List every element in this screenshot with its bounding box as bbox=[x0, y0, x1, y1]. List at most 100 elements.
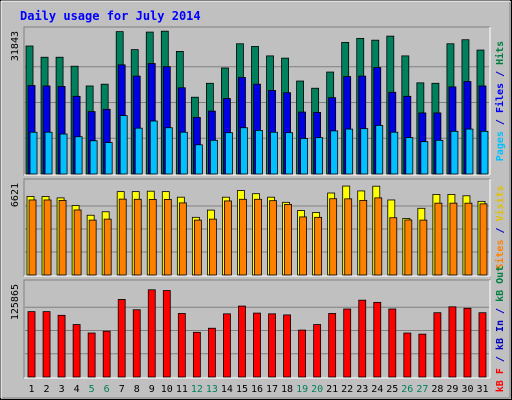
bar-sites-day-28 bbox=[434, 202, 443, 276]
bar-sites-day-8 bbox=[133, 198, 142, 276]
bar-kb-f-day-3 bbox=[57, 314, 66, 378]
x-tick-label: 10 bbox=[161, 384, 173, 395]
legend-part: / bbox=[495, 350, 506, 368]
x-tick-label: 22 bbox=[341, 384, 353, 395]
x-tick-label: 23 bbox=[356, 384, 368, 395]
bar-pages-day-24 bbox=[375, 125, 384, 175]
bar-kb-f-day-31 bbox=[478, 312, 487, 378]
bar-sites-day-24 bbox=[374, 197, 383, 276]
bar-kb-f-day-16 bbox=[253, 312, 261, 378]
legend-part: Hits bbox=[494, 41, 506, 65]
bar-sites-day-25 bbox=[389, 217, 398, 276]
bar-kb-f-day-26 bbox=[403, 332, 412, 378]
x-tick-label: 14 bbox=[221, 384, 233, 395]
x-tick-label: 25 bbox=[386, 384, 398, 395]
bar-sites-day-5 bbox=[88, 219, 97, 276]
bar-sites-day-18 bbox=[284, 204, 292, 276]
bar-pages-day-20 bbox=[315, 137, 324, 175]
bar-kb-f-day-6 bbox=[102, 330, 111, 378]
bar-pages-day-29 bbox=[450, 130, 459, 175]
bar-pages-day-5 bbox=[89, 140, 98, 175]
bar-sites-day-16 bbox=[254, 198, 262, 276]
bar-sites-day-6 bbox=[103, 218, 112, 276]
bar-pages-day-18 bbox=[285, 132, 293, 175]
bar-sites-day-22 bbox=[344, 198, 353, 276]
bar-kb-f-day-25 bbox=[388, 308, 397, 378]
bar-sites-day-9 bbox=[148, 199, 157, 276]
x-tick-label: 7 bbox=[119, 384, 125, 395]
bar-sites-day-21 bbox=[329, 198, 338, 276]
panel-visits-sites: 6621 Sites / Visits bbox=[10, 178, 506, 277]
bar-pages-day-1 bbox=[29, 131, 38, 175]
bar-pages-day-3 bbox=[59, 133, 68, 175]
x-tick-label: 17 bbox=[266, 384, 278, 395]
bar-kb-f-day-12 bbox=[192, 331, 201, 378]
bar-kb-f-day-11 bbox=[177, 313, 186, 378]
bar-sites-day-2 bbox=[43, 199, 52, 276]
bar-pages-day-30 bbox=[465, 128, 474, 175]
bar-pages-day-11 bbox=[179, 131, 188, 175]
x-tick-label: 21 bbox=[326, 384, 338, 395]
bar-pages-day-31 bbox=[480, 130, 489, 175]
bar-sites-day-15 bbox=[239, 198, 247, 276]
x-axis-labels: 1 2 3 4 5 6 7 8 9 10 11 12 13 14 15 16 17 18 19 20 21 22 23 24 2… bbox=[29, 384, 489, 395]
legend-part: Files bbox=[494, 83, 506, 113]
panel-pages-files-hits: 31843 Pages / Files / Hits bbox=[10, 26, 506, 176]
bar-pages-day-13 bbox=[209, 139, 218, 175]
bar-kb-f-day-27 bbox=[418, 333, 427, 378]
bar-pages-day-6 bbox=[104, 142, 113, 175]
bar-sites-day-7 bbox=[118, 198, 127, 276]
x-tick-label: 9 bbox=[149, 384, 155, 395]
ymax-label: 31843 bbox=[10, 31, 21, 61]
bar-sites-day-10 bbox=[163, 199, 172, 276]
bar-sites-day-17 bbox=[269, 200, 277, 276]
x-tick-label: 24 bbox=[371, 384, 383, 395]
bar-sites-day-19 bbox=[299, 216, 308, 276]
x-tick-label: 27 bbox=[416, 384, 428, 395]
x-tick-label: 31 bbox=[476, 384, 488, 395]
bar-pages-day-9 bbox=[149, 120, 158, 175]
bar-sites-day-31 bbox=[479, 203, 488, 276]
bar-pages-day-21 bbox=[330, 130, 339, 175]
legend-part: Sites bbox=[494, 240, 506, 270]
bar-pages-day-19 bbox=[300, 138, 309, 175]
legend-part: Pages bbox=[495, 131, 506, 161]
bar-kb-f-day-7 bbox=[117, 299, 126, 378]
bar-sites-day-12 bbox=[193, 219, 202, 276]
x-tick-label: 4 bbox=[74, 384, 80, 395]
bar-sites-day-26 bbox=[404, 219, 413, 276]
bar-pages-day-27 bbox=[420, 141, 429, 175]
legend-part: / bbox=[495, 113, 506, 131]
bar-pages-day-2 bbox=[44, 131, 53, 175]
x-tick-label: 11 bbox=[176, 384, 188, 395]
bar-kb-f-day-24 bbox=[373, 301, 382, 378]
legend-part: kB In bbox=[495, 320, 506, 350]
bar-kb-f-day-9 bbox=[147, 289, 156, 378]
bar-kb-f-day-1 bbox=[27, 311, 36, 378]
bar-kb-f-day-23 bbox=[358, 299, 367, 378]
legend-label: Pages / Files / Hits bbox=[494, 41, 506, 161]
bar-pages-day-22 bbox=[345, 128, 354, 175]
legend-part: / bbox=[495, 65, 506, 83]
bar-pages-day-4 bbox=[74, 136, 83, 175]
bar-kb-f-day-17 bbox=[268, 313, 276, 378]
x-tick-label: 13 bbox=[206, 384, 218, 395]
x-tick-label: 28 bbox=[431, 384, 443, 395]
bar-sites-day-11 bbox=[178, 202, 187, 276]
bar-sites-day-1 bbox=[28, 199, 37, 276]
x-tick-label: 15 bbox=[236, 384, 248, 395]
bar-pages-day-7 bbox=[119, 115, 128, 175]
bar-pages-day-12 bbox=[194, 144, 203, 175]
x-tick-label: 18 bbox=[281, 384, 293, 395]
x-tick-label: 19 bbox=[296, 384, 308, 395]
legend-part: / bbox=[495, 221, 506, 239]
bar-kb-f-day-18 bbox=[283, 314, 291, 378]
bar-pages-day-26 bbox=[405, 137, 414, 175]
bar-kb-f-day-8 bbox=[132, 309, 141, 378]
legend-part: kB F bbox=[495, 368, 506, 392]
bar-sites-day-14 bbox=[224, 200, 232, 276]
bar-pages-day-16 bbox=[255, 130, 263, 175]
